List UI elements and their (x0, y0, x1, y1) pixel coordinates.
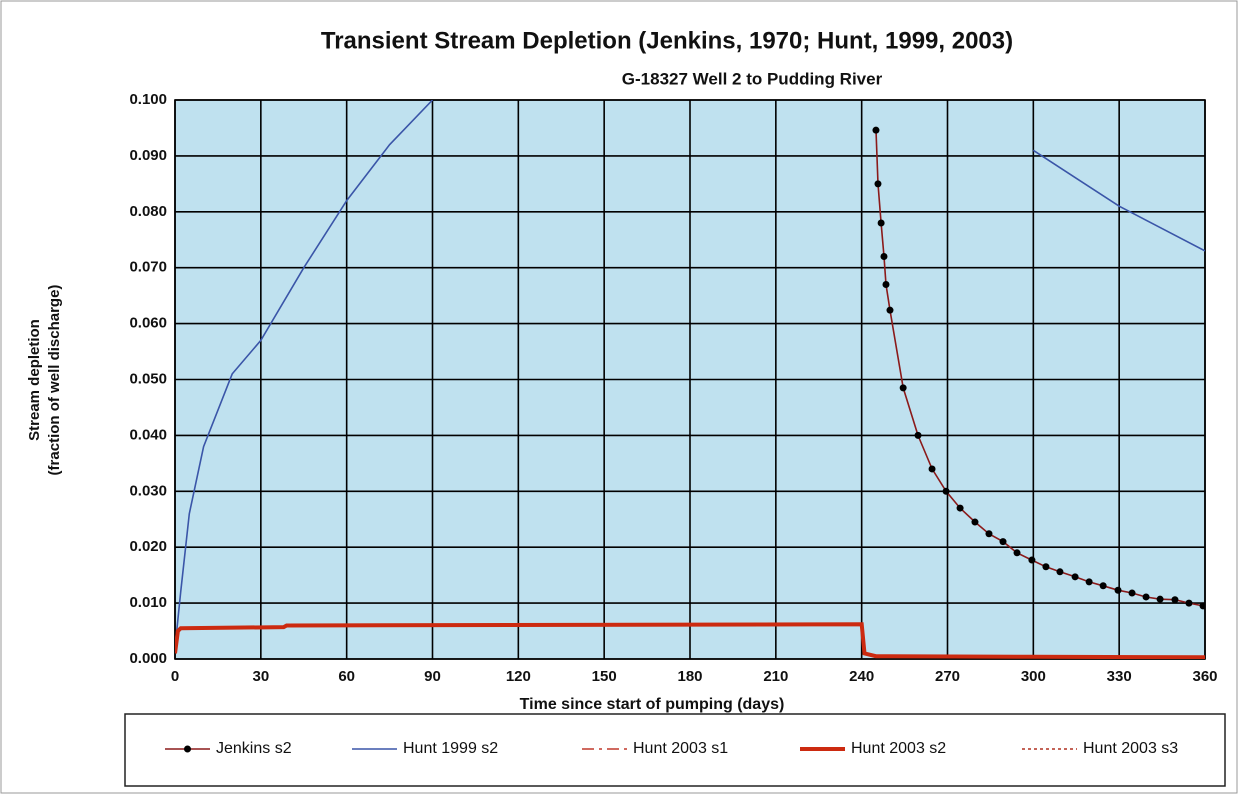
y-tick-label: 0.050 (129, 370, 167, 387)
data-point (886, 306, 894, 314)
y-tick-label: 0.040 (129, 426, 167, 443)
x-axis-label: Time since start of pumping (days) (520, 696, 785, 713)
data-point (971, 518, 979, 526)
data-point (1114, 586, 1122, 594)
y-tick-label: 0.020 (129, 538, 167, 555)
data-point (999, 538, 1007, 546)
legend-label: Hunt 1999 s2 (403, 740, 498, 757)
data-point (914, 431, 922, 439)
plot-border (174, 99, 1206, 660)
x-tick-label: 210 (763, 668, 788, 685)
data-point (956, 504, 964, 512)
data-point (1171, 596, 1179, 604)
legend-label: Hunt 2003 s2 (851, 740, 946, 757)
data-point (872, 126, 880, 134)
data-point (1042, 563, 1050, 571)
data-point (882, 280, 890, 288)
x-tick-label: 30 (252, 668, 269, 685)
y-tick-label: 0.000 (129, 650, 167, 667)
x-tick-label: 270 (935, 668, 960, 685)
x-tick-label: 300 (1021, 668, 1046, 685)
data-point (1028, 556, 1036, 564)
legend-label: Jenkins s2 (216, 740, 292, 757)
data-point (1199, 602, 1205, 610)
y-tick-label: 0.090 (129, 147, 167, 164)
data-point (1071, 573, 1079, 581)
x-tick-label: 150 (592, 668, 617, 685)
chart-subtitle: G-18327 Well 2 to Pudding River (622, 69, 883, 88)
data-point (1142, 593, 1150, 601)
data-point (1013, 549, 1021, 557)
y-axis-label: (fraction of well discharge) (46, 285, 63, 476)
legend-label: Hunt 2003 s3 (1083, 740, 1178, 757)
chart-title: Transient Stream Depletion (Jenkins, 197… (321, 27, 1013, 54)
x-tick-label: 0 (171, 668, 179, 685)
data-point (1185, 599, 1193, 607)
x-tick-label: 360 (1192, 668, 1217, 685)
legend (124, 713, 1226, 787)
x-tick-label: 90 (424, 668, 441, 685)
legend-marker (184, 745, 191, 753)
y-tick-label: 0.070 (129, 259, 167, 276)
y-tick-label: 0.080 (129, 203, 167, 220)
data-point (899, 384, 907, 392)
data-point (985, 530, 993, 538)
series-line (175, 622, 1205, 659)
x-tick-label: 180 (677, 668, 702, 685)
legend-label: Hunt 2003 s1 (633, 740, 728, 757)
data-point (877, 219, 885, 227)
y-tick-label: 0.060 (129, 315, 167, 332)
data-point (874, 180, 882, 188)
y-tick-label: 0.010 (129, 594, 167, 611)
data-point (928, 465, 936, 473)
data-point (942, 487, 950, 495)
series-line (175, 100, 1205, 648)
x-tick-label: 240 (849, 668, 874, 685)
series-line (875, 130, 1204, 607)
y-tick-label: 0.030 (129, 482, 167, 499)
x-tick-label: 120 (506, 668, 531, 685)
y-tick-label: 0.100 (129, 91, 167, 108)
data-point (1099, 582, 1107, 590)
y-axis-label: Stream depletion (26, 319, 43, 441)
data-point (1056, 568, 1064, 576)
data-point (1085, 578, 1093, 586)
data-point (1128, 589, 1136, 597)
x-tick-label: 330 (1107, 668, 1132, 685)
x-tick-label: 60 (338, 668, 355, 685)
data-point (880, 253, 888, 261)
data-point (1156, 595, 1164, 603)
series-group (175, 100, 1205, 659)
